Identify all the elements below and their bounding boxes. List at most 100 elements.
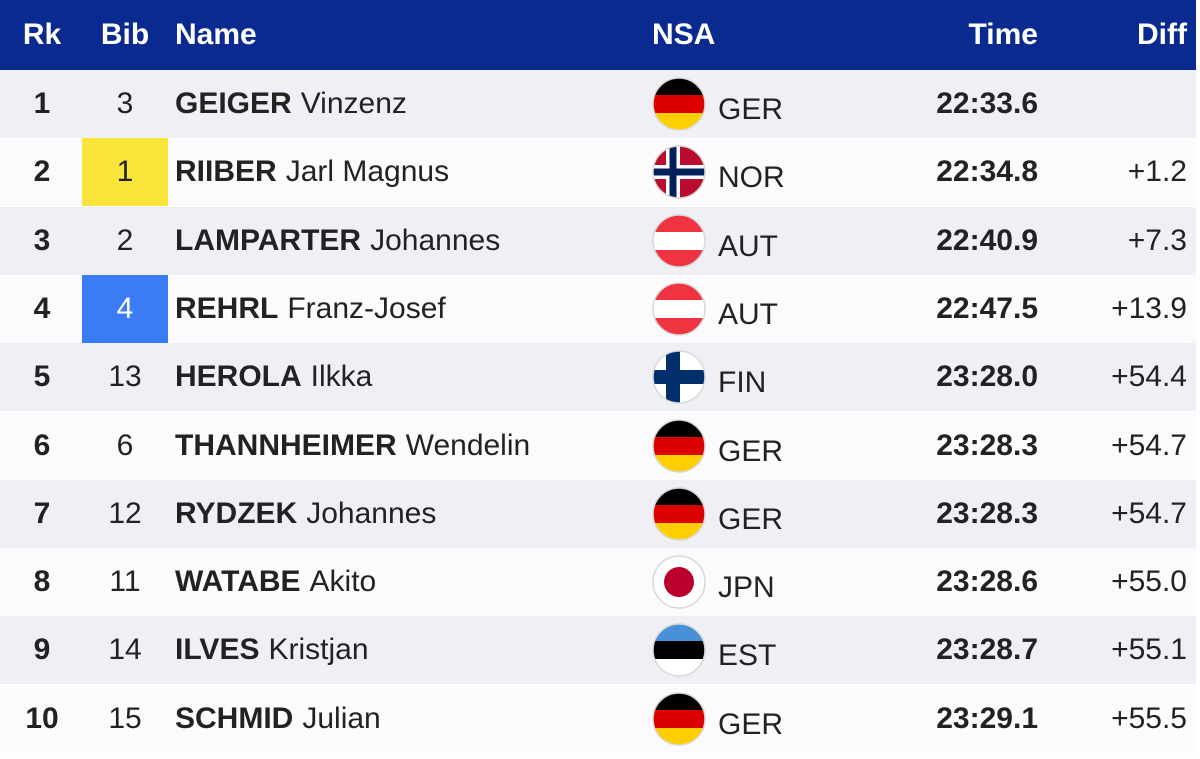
- surname: REHRL: [175, 291, 279, 325]
- surname: SCHMID: [175, 701, 294, 735]
- time: 23:28.7: [936, 633, 1038, 667]
- first-name: Johannes: [370, 223, 501, 257]
- time: 22:34.8: [936, 155, 1038, 189]
- flag-icon: [652, 623, 706, 678]
- result-row: 1 3 GEIGER Vinzenz GER 22:33.6: [0, 70, 1196, 138]
- first-name: Julian: [302, 701, 381, 735]
- time-diff: +54.7: [1111, 496, 1187, 530]
- flag: [652, 616, 706, 684]
- athlete-name: THANNHEIMER Wendelin: [175, 412, 530, 480]
- flag: [652, 685, 706, 753]
- time: 23:28.3: [936, 496, 1038, 530]
- header-time: Time: [968, 18, 1038, 51]
- nsa-code: NOR: [718, 161, 785, 195]
- first-name: Jarl Magnus: [285, 155, 450, 189]
- first-name: Ilkka: [310, 360, 373, 394]
- first-name: Johannes: [306, 496, 437, 530]
- result-row: 3 2 LAMPARTER Johannes AUT 22:40.9 +7.3: [0, 206, 1196, 275]
- rank: 6: [33, 428, 51, 462]
- flag: [652, 70, 706, 138]
- rank: 8: [33, 565, 51, 599]
- athlete-name: GEIGER Vinzenz: [175, 70, 407, 138]
- result-row: 5 13 HEROLA Ilkka FIN 23:28.0 +54.4: [0, 343, 1196, 412]
- rank: 1: [33, 87, 51, 120]
- flag: [652, 480, 706, 548]
- time: 23:28.6: [936, 565, 1038, 599]
- flag-icon: [652, 555, 706, 609]
- first-name: Franz-Josef: [287, 291, 446, 325]
- flag-icon: [652, 691, 706, 746]
- first-name: Kristjan: [268, 633, 369, 667]
- surname: HEROLA: [175, 360, 302, 394]
- rank: 4: [33, 291, 51, 325]
- bib: 3: [116, 87, 134, 120]
- header-rk: Rk: [22, 18, 62, 51]
- surname: LAMPARTER: [175, 223, 362, 257]
- flag: [652, 412, 706, 480]
- nsa-code: GER: [718, 93, 784, 126]
- flag: [652, 138, 706, 206]
- athlete-name: RIIBER Jarl Magnus: [175, 138, 449, 206]
- nsa-code: GER: [718, 707, 784, 741]
- header-bib: Bib: [100, 18, 150, 51]
- result-row: 2 1 RIIBER Jarl Magnus NOR 22:34.8 +1.2: [0, 138, 1196, 207]
- bib: 11: [109, 565, 141, 599]
- time-diff: +54.7: [1111, 428, 1187, 462]
- nsa-code: FIN: [718, 366, 767, 400]
- bib: 14: [108, 633, 142, 667]
- surname: THANNHEIMER: [175, 428, 397, 462]
- rank: 2: [33, 155, 51, 189]
- athlete-name: WATABE Akito: [175, 548, 376, 616]
- time-diff: +55.1: [1111, 633, 1187, 667]
- time: 23:28.3: [936, 428, 1038, 462]
- nsa-code: GER: [718, 502, 784, 536]
- result-row: 7 12 RYDZEK Johannes GER 23:28.3 +54.7: [0, 479, 1196, 548]
- result-row: 9 14 ILVES Kristjan EST 23:28.7 +55.1: [0, 616, 1196, 685]
- flag-icon: [652, 282, 706, 336]
- bib: 1: [82, 138, 168, 207]
- bib: 6: [116, 428, 134, 462]
- bib: 2: [116, 223, 134, 257]
- first-name: Vinzenz: [300, 87, 407, 120]
- flag: [652, 207, 706, 275]
- flag-icon: [652, 418, 706, 473]
- flag: [652, 343, 706, 411]
- flag-icon: [652, 350, 706, 404]
- time: 23:28.0: [936, 360, 1038, 394]
- time: 22:33.6: [936, 87, 1038, 120]
- first-name: Akito: [309, 565, 377, 599]
- surname: GEIGER: [175, 87, 292, 120]
- surname: ILVES: [175, 633, 260, 667]
- time-diff: +13.9: [1111, 291, 1187, 325]
- flag-icon: [652, 487, 706, 541]
- rank: 7: [33, 496, 51, 530]
- athlete-name: ILVES Kristjan: [175, 616, 369, 684]
- athlete-name: RYDZEK Johannes: [175, 480, 436, 548]
- bib: 13: [108, 360, 142, 394]
- time: 23:29.1: [936, 701, 1038, 735]
- header-nsa: NSA: [652, 18, 716, 51]
- result-row: 6 6 THANNHEIMER Wendelin GER 23:28.3 +54.7: [0, 411, 1196, 480]
- athlete-name: HEROLA Ilkka: [175, 343, 372, 411]
- bib: 15: [108, 701, 142, 735]
- time-diff: +7.3: [1127, 223, 1187, 257]
- first-name: Wendelin: [405, 428, 531, 462]
- bib: 12: [108, 496, 142, 530]
- bib: 4: [82, 274, 168, 343]
- athlete-name: SCHMID Julian: [175, 685, 381, 753]
- nsa-code: AUT: [718, 229, 778, 263]
- time-diff: +54.4: [1111, 360, 1187, 394]
- flag-icon: [652, 77, 706, 131]
- athlete-name: LAMPARTER Johannes: [175, 207, 500, 275]
- time: 22:47.5: [936, 291, 1038, 325]
- rank: 9: [33, 633, 51, 667]
- header-diff: Diff: [1137, 18, 1187, 51]
- table-header: Rk Bib Name NSA Time Diff: [0, 0, 1196, 70]
- time-diff: +55.5: [1111, 701, 1187, 735]
- athlete-name: REHRL Franz-Josef: [175, 275, 446, 343]
- flag: [652, 275, 706, 343]
- nsa-code: JPN: [718, 571, 775, 605]
- result-row: 4 4 REHRL Franz-Josef AUT 22:47.5 +13.9: [0, 274, 1196, 343]
- nsa-code: AUT: [718, 297, 778, 331]
